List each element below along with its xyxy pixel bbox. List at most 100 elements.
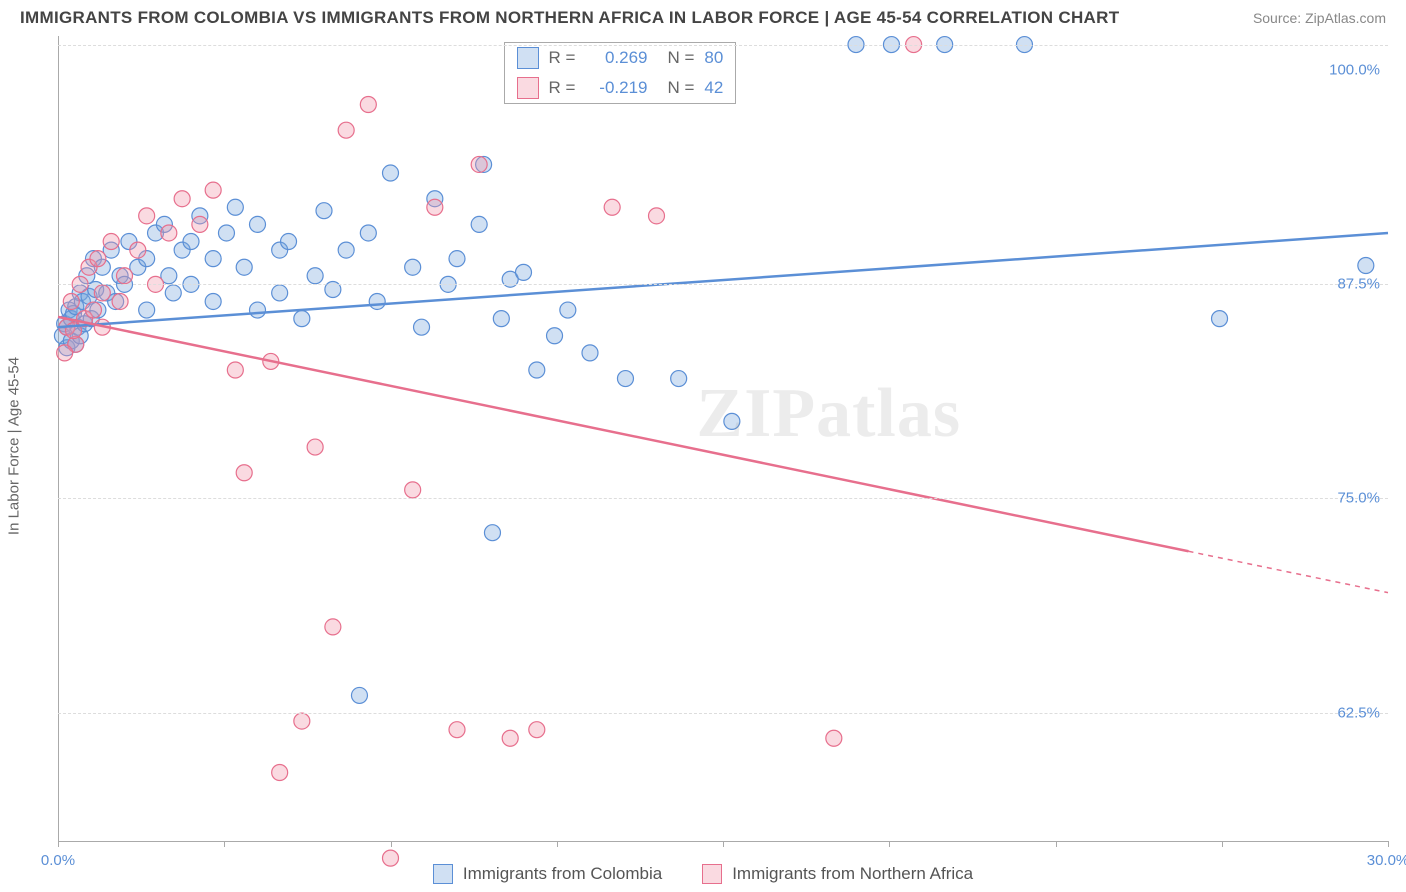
chart-legend: Immigrants from Colombia Immigrants from …: [0, 864, 1406, 884]
scatter-point: [405, 482, 421, 498]
scatter-point: [227, 199, 243, 215]
scatter-point: [165, 285, 181, 301]
scatter-point: [351, 687, 367, 703]
scatter-point: [617, 371, 633, 387]
scatter-point: [547, 328, 563, 344]
y-tick-label: 87.5%: [1337, 276, 1380, 293]
scatter-point: [94, 285, 110, 301]
scatter-point: [449, 251, 465, 267]
scatter-point: [325, 619, 341, 635]
scatter-point: [183, 234, 199, 250]
gridline-horizontal: [58, 45, 1388, 46]
scatter-point: [449, 722, 465, 738]
x-tick: [1388, 841, 1389, 847]
scatter-point: [338, 242, 354, 258]
x-tick: [224, 841, 225, 847]
scatter-point: [560, 302, 576, 318]
x-tick: [723, 841, 724, 847]
gridline-horizontal: [58, 284, 1388, 285]
scatter-point: [112, 293, 128, 309]
scatter-point: [360, 225, 376, 241]
scatter-point: [383, 165, 399, 181]
scatter-point: [90, 251, 106, 267]
scatter-point: [604, 199, 620, 215]
chart-title: IMMIGRANTS FROM COLOMBIA VS IMMIGRANTS F…: [20, 8, 1119, 28]
scatter-point: [139, 302, 155, 318]
x-tick: [58, 841, 59, 847]
scatter-point: [493, 311, 509, 327]
scatter-point: [471, 156, 487, 172]
scatter-point: [161, 225, 177, 241]
y-tick-label: 100.0%: [1329, 62, 1380, 79]
trend-line-extrapolated: [1189, 551, 1389, 592]
y-tick-label: 75.0%: [1337, 490, 1380, 507]
scatter-point: [281, 234, 297, 250]
scatter-point: [826, 730, 842, 746]
r-label: R =: [549, 78, 576, 98]
correlation-stats-box: R =0.269N =80R =-0.219N =42: [504, 42, 737, 104]
scatter-point: [57, 345, 73, 361]
scatter-point: [272, 764, 288, 780]
scatter-point: [294, 311, 310, 327]
r-label: R =: [549, 48, 576, 68]
scatter-point: [360, 97, 376, 113]
scatter-point: [427, 199, 443, 215]
x-tick: [889, 841, 890, 847]
n-value: 80: [704, 48, 723, 68]
scatter-point: [236, 465, 252, 481]
n-label: N =: [667, 48, 694, 68]
scatter-point: [502, 730, 518, 746]
scatter-point: [316, 203, 332, 219]
x-tick: [391, 841, 392, 847]
stats-row: R =-0.219N =42: [505, 73, 736, 103]
trend-line: [58, 317, 1189, 551]
scatter-point: [294, 713, 310, 729]
scatter-point: [103, 234, 119, 250]
stats-row: R =0.269N =80: [505, 43, 736, 73]
scatter-point: [205, 182, 221, 198]
series-swatch: [517, 77, 539, 99]
y-axis-title: In Labor Force | Age 45-54: [6, 357, 23, 535]
scatter-point: [250, 302, 266, 318]
scatter-point: [671, 371, 687, 387]
scatter-point: [192, 216, 208, 232]
gridline-horizontal: [58, 713, 1388, 714]
x-tick: [557, 841, 558, 847]
scatter-point: [405, 259, 421, 275]
scatter-point: [414, 319, 430, 335]
scatter-point: [272, 285, 288, 301]
x-tick: [1056, 841, 1057, 847]
r-value: -0.219: [585, 78, 647, 98]
trend-line: [58, 233, 1388, 327]
scatter-point: [174, 191, 190, 207]
gridline-horizontal: [58, 498, 1388, 499]
scatter-point: [582, 345, 598, 361]
y-tick-label: 62.5%: [1337, 704, 1380, 721]
series-swatch: [517, 47, 539, 69]
scatter-point: [724, 413, 740, 429]
legend-swatch: [433, 864, 453, 884]
scatter-point: [1212, 311, 1228, 327]
scatter-point: [649, 208, 665, 224]
scatter-point: [529, 722, 545, 738]
source-attribution: Source: ZipAtlas.com: [1253, 10, 1386, 26]
scatter-point: [85, 302, 101, 318]
scatter-point: [250, 216, 266, 232]
legend-swatch: [702, 864, 722, 884]
legend-label: Immigrants from Northern Africa: [732, 864, 973, 884]
legend-label: Immigrants from Colombia: [463, 864, 662, 884]
scatter-point: [1358, 258, 1374, 274]
x-tick: [1222, 841, 1223, 847]
scatter-point: [307, 268, 323, 284]
scatter-point: [471, 216, 487, 232]
scatter-point: [307, 439, 323, 455]
scatter-point: [205, 293, 221, 309]
scatter-point: [236, 259, 252, 275]
correlation-scatter-chart: ZIPatlas R =0.269N =80R =-0.219N =42 62.…: [58, 36, 1388, 842]
scatter-point: [130, 242, 146, 258]
scatter-point: [218, 225, 234, 241]
scatter-point: [205, 251, 221, 267]
scatter-point: [139, 208, 155, 224]
scatter-point: [338, 122, 354, 138]
scatter-point: [227, 362, 243, 378]
